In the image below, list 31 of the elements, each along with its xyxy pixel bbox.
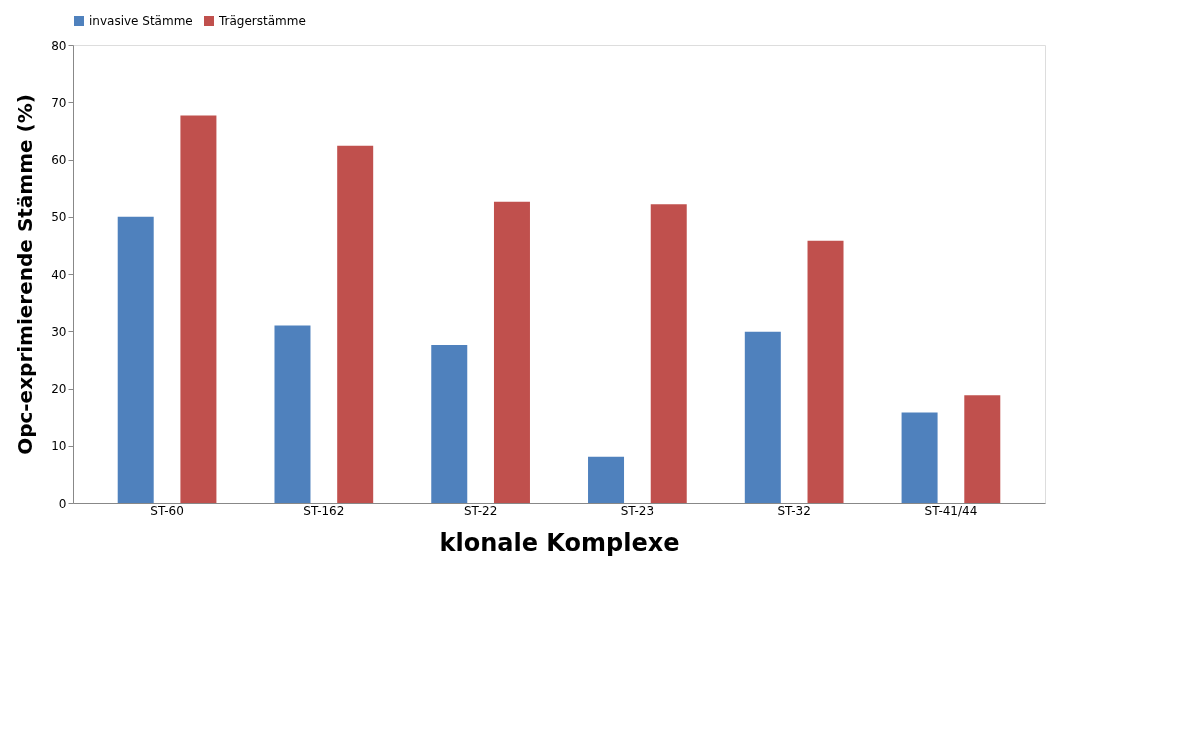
bar <box>493 201 530 503</box>
y-tick-label: 40 <box>51 267 67 282</box>
y-axis-title: Opc-exprimierende Stämme (%) <box>13 94 38 455</box>
bar <box>180 115 217 503</box>
y-tick-label: 50 <box>51 210 67 225</box>
x-tick-label: ST-41/44 <box>924 503 978 518</box>
y-tick-label: 0 <box>58 496 67 511</box>
x-tick-label: ST-22 <box>463 503 498 518</box>
bar <box>337 145 374 503</box>
bar <box>431 344 468 503</box>
y-tick-label: 60 <box>51 153 67 167</box>
x-tick-label: ST-23 <box>620 503 655 518</box>
y-tick-label: 70 <box>51 95 67 110</box>
bar <box>274 325 311 503</box>
bar <box>588 456 625 503</box>
x-axis-title: klonale Komplexe <box>439 528 680 557</box>
x-tick-label: ST-162 <box>303 503 345 518</box>
bar <box>807 240 844 503</box>
y-tick-label: 20 <box>51 382 67 396</box>
legend-label: Trägerstämme <box>218 14 306 28</box>
y-tick-label: 30 <box>51 324 67 339</box>
legend-label: invasive Stämme <box>89 14 193 28</box>
x-tick-label: ST-60 <box>150 503 184 518</box>
x-tick-label: ST-32 <box>777 503 811 518</box>
bar <box>964 395 1001 503</box>
bar <box>744 331 781 503</box>
bar <box>650 204 687 503</box>
y-tick-label: 10 <box>51 439 67 454</box>
bar <box>901 412 938 503</box>
bar <box>117 216 154 503</box>
y-tick-label: 80 <box>51 38 67 53</box>
